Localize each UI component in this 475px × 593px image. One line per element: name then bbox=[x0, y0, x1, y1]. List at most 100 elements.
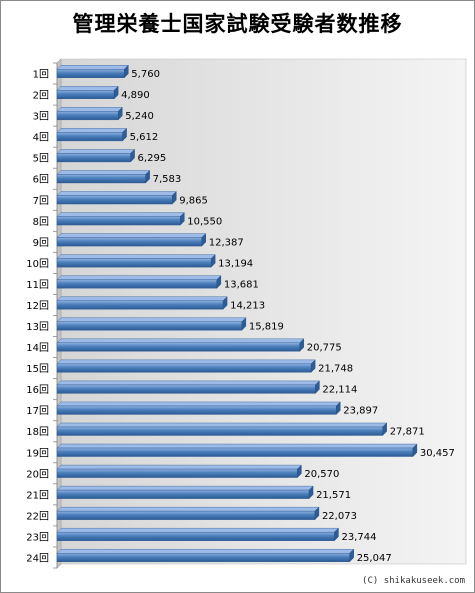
bar-end-face bbox=[118, 106, 123, 121]
data-label: 5,612 bbox=[130, 132, 159, 143]
data-label: 20,570 bbox=[304, 469, 339, 480]
bar-end-face bbox=[310, 359, 316, 373]
credit-text: (C) shikakuseek.com bbox=[362, 576, 465, 586]
category-label: 15回 bbox=[26, 363, 49, 375]
bar-top-face bbox=[56, 191, 177, 196]
category-label: 16回 bbox=[26, 384, 49, 396]
bar-end-face bbox=[308, 485, 314, 500]
data-label: 6,295 bbox=[138, 153, 167, 164]
data-label: 22,073 bbox=[322, 511, 357, 522]
data-label: 7,583 bbox=[153, 174, 182, 185]
bar-end-face bbox=[216, 275, 222, 289]
category-label: 23回 bbox=[26, 531, 49, 543]
data-label: 5,760 bbox=[131, 69, 160, 80]
bar-end-face bbox=[145, 169, 150, 184]
bar-end-face bbox=[172, 191, 177, 205]
data-label: 20,775 bbox=[307, 343, 342, 354]
category-label: 11回 bbox=[26, 279, 49, 291]
category-label: 24回 bbox=[26, 552, 49, 564]
bar-top-face bbox=[56, 296, 228, 301]
bar-end-face bbox=[124, 64, 129, 79]
category-label: 13回 bbox=[26, 321, 49, 333]
bar-end-face bbox=[412, 443, 418, 458]
bar bbox=[56, 216, 181, 226]
bar bbox=[56, 174, 146, 184]
bar-top-face bbox=[56, 506, 320, 512]
bar bbox=[56, 531, 335, 541]
bar bbox=[56, 90, 115, 100]
bar-top-face bbox=[56, 254, 216, 259]
bar bbox=[56, 447, 414, 457]
bar-top-face bbox=[56, 380, 320, 386]
bar-end-face bbox=[113, 85, 119, 100]
bar bbox=[56, 342, 300, 352]
bar-end-face bbox=[241, 317, 247, 331]
bar bbox=[56, 279, 218, 289]
category-label: 1回 bbox=[33, 69, 49, 81]
bar bbox=[56, 468, 298, 478]
bar-end-face bbox=[122, 127, 127, 142]
bar-end-face bbox=[297, 464, 302, 479]
bar-end-face bbox=[336, 401, 341, 415]
bar-top-face bbox=[56, 128, 128, 133]
bar-top-face bbox=[56, 401, 341, 407]
category-label: 4回 bbox=[33, 132, 49, 144]
bar-top-face bbox=[56, 149, 136, 154]
bar bbox=[56, 195, 173, 205]
category-label: 10回 bbox=[26, 258, 49, 270]
data-label: 12,387 bbox=[209, 237, 244, 248]
data-label: 14,213 bbox=[230, 300, 265, 311]
category-label: 8回 bbox=[33, 216, 49, 228]
category-label: 17回 bbox=[26, 405, 49, 417]
data-label: 5,240 bbox=[125, 111, 154, 122]
bar bbox=[56, 510, 316, 520]
bar-end-face bbox=[382, 422, 387, 436]
bar bbox=[56, 321, 243, 331]
bar-end-face bbox=[334, 527, 339, 542]
bar bbox=[56, 363, 312, 373]
category-label: 19回 bbox=[26, 447, 49, 459]
category-label: 7回 bbox=[33, 195, 49, 207]
bar-top-face bbox=[56, 549, 355, 554]
data-label: 21,748 bbox=[318, 364, 353, 375]
category-label: 21回 bbox=[26, 489, 49, 501]
bar-top-face bbox=[56, 359, 316, 365]
bar-top-face bbox=[56, 422, 388, 428]
category-label: 9回 bbox=[33, 237, 49, 249]
bar-top-face bbox=[56, 107, 123, 112]
bar bbox=[56, 69, 125, 78]
bar-top-face bbox=[56, 212, 185, 217]
bar bbox=[56, 426, 383, 436]
bar-top-face bbox=[56, 527, 339, 533]
bar bbox=[56, 132, 123, 142]
category-label: 18回 bbox=[26, 426, 49, 438]
data-label: 23,744 bbox=[341, 532, 376, 543]
bar-top-face bbox=[56, 464, 302, 470]
category-label: 3回 bbox=[33, 111, 49, 123]
bar-end-face bbox=[130, 148, 135, 163]
data-label: 4,890 bbox=[121, 90, 150, 101]
bar bbox=[56, 405, 337, 415]
bar-top-face bbox=[56, 233, 207, 238]
data-label: 27,871 bbox=[390, 427, 425, 438]
chart-title: 管理栄養士国家試験受験者数推移 bbox=[72, 12, 403, 36]
bar-end-face bbox=[210, 254, 216, 268]
bar-top-face bbox=[56, 86, 119, 91]
category-label: 6回 bbox=[33, 174, 49, 186]
bar-top-face bbox=[56, 275, 222, 280]
bar-end-face bbox=[314, 506, 320, 521]
category-label: 22回 bbox=[26, 510, 49, 522]
bar-top-face bbox=[56, 443, 418, 449]
bar bbox=[56, 384, 316, 394]
bar bbox=[56, 553, 350, 562]
bar-end-face bbox=[180, 212, 185, 226]
bar-top-face bbox=[56, 170, 151, 175]
data-label: 30,457 bbox=[420, 448, 455, 459]
bar-end-face bbox=[299, 338, 304, 352]
bar-end-face bbox=[222, 296, 228, 310]
data-label: 22,114 bbox=[322, 385, 357, 396]
data-label: 10,550 bbox=[187, 216, 222, 227]
category-label: 20回 bbox=[26, 468, 49, 480]
bar bbox=[56, 153, 131, 163]
bar-end-face bbox=[201, 233, 206, 247]
